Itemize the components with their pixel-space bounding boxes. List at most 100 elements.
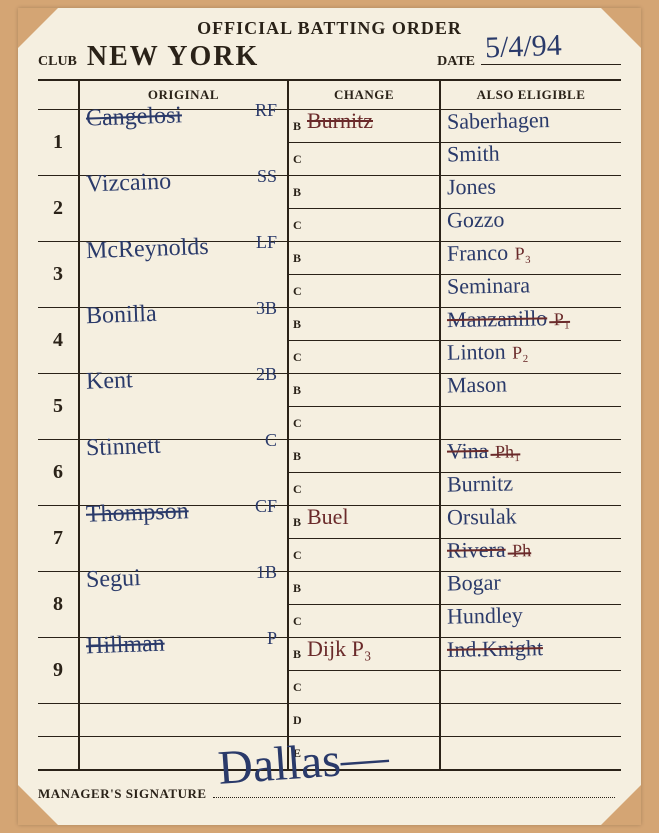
sub-label: B [293,383,307,398]
eligible-cell: Linton P₂ [440,341,621,374]
sub-label: C [293,416,307,431]
eligible-text: Ind.Knight [447,635,543,663]
player-name: Thompson [86,498,190,529]
player-name: Kent [86,367,134,396]
batting-order-number: 9 [38,638,79,704]
eligible-cell: Rivera Ph [440,539,621,572]
table-row: 2VizcainoSSBJones [38,176,621,209]
eligible-cell: Franco P₃ [440,242,621,275]
eligible-text: Burnitz [447,470,513,497]
table-row: 5Kent2BBMason [38,374,621,407]
signature-label: MANAGER'S SIGNATURE [38,786,207,802]
eligible-cell: Gozzo [440,209,621,242]
change-cell: C [288,605,440,638]
eligible-cell: Manzanillo P₁ [440,308,621,341]
eligible-text: Franco P₃ [447,239,531,266]
table-row: 6StinnettCBVina Ph₁ [38,440,621,473]
table-row: 1CangelosiRFBBurnitzSaberhagen [38,110,621,143]
eligible-note: P₂ [508,342,529,362]
sub-label: B [293,185,307,200]
sub-label: C [293,548,307,563]
original-cell [79,704,288,737]
table-row: 9HillmanPBDijk P₃Ind.Knight [38,638,621,671]
batting-order-number: 7 [38,506,79,572]
table-row: 7ThompsonCFBBuelOrsulak [38,506,621,539]
eligible-cell: Hundley [440,605,621,638]
lineup-card: OFFICIAL BATTING ORDER CLUB NEW YORK DAT… [18,8,641,825]
position: P [267,628,277,649]
eligible-cell: Seminara [440,275,621,308]
change-cell: B [288,440,440,473]
eligible-text: Smith [447,141,500,168]
date-field: 5/4/94 [481,42,621,65]
lineup-table: ORIGINAL CHANGE ALSO ELIGIBLE 1Cangelosi… [38,81,621,771]
batting-order-number: 8 [38,572,79,638]
player-name: Bonilla [86,301,158,330]
club-label: CLUB [38,54,77,70]
change-cell: BDijk P₃ [288,638,440,671]
eligible-note: P₃ [510,243,531,263]
change-cell: C [288,407,440,440]
eligible-note: Ph₁ [490,441,520,462]
eligible-text: Rivera Ph [447,536,532,563]
sub-label: B [293,317,307,332]
change-cell: B [288,242,440,275]
eligible-text: Seminara [447,272,531,299]
eligible-text: Orsulak [447,503,517,530]
eligible-cell [440,704,621,737]
eligible-cell: Smith [440,143,621,176]
sub-label: D [293,713,307,728]
batting-order-number: 5 [38,374,79,440]
player-name: Stinnett [86,433,162,463]
table-row: 3McReynoldsLFBFranco P₃ [38,242,621,275]
change-cell: C [288,143,440,176]
header-row: CLUB NEW YORK DATE 5/4/94 [18,39,641,73]
eligible-text: Gozzo [447,207,505,234]
player-name: Cangelosi [86,102,183,132]
change-cell: BBuel [288,506,440,539]
sub-label: C [293,614,307,629]
sub-label: B [293,515,307,530]
position: SS [257,166,277,187]
eligible-cell: Vina Ph₁ [440,440,621,473]
table-row: 4Bonilla3BBManzanillo P₁ [38,308,621,341]
sub-label: C [293,152,307,167]
eligible-text: Linton P₂ [447,338,529,365]
eligible-cell: Saberhagen [440,110,621,143]
change-cell: C [288,209,440,242]
sub-label: C [293,482,307,497]
change-cell: C [288,341,440,374]
eligible-text: Vina Ph₁ [447,437,521,464]
eligible-text: Hundley [447,602,523,629]
eligible-cell [440,407,621,440]
table-row: D [38,704,621,737]
position: 2B [256,364,277,385]
batting-order-number: 4 [38,308,79,374]
eligible-cell: Jones [440,176,621,209]
sub-label: C [293,284,307,299]
change-cell: B [288,572,440,605]
eligible-cell [440,671,621,704]
sub-label: C [293,218,307,233]
batting-order-number: 1 [38,110,79,176]
batting-order-number: 6 [38,440,79,506]
eligible-cell: Bogar [440,572,621,605]
change-cell: B [288,374,440,407]
sub-label: B [293,581,307,596]
original-cell: HillmanP [79,638,288,704]
col-eligible: ALSO ELIGIBLE [440,81,621,110]
eligible-cell: Mason [440,374,621,407]
batting-order-number: 2 [38,176,79,242]
player-name: Hillman [86,631,166,661]
eligible-text: Jones [447,174,496,201]
position: LF [256,232,277,253]
sub-label: B [293,251,307,266]
change-text: Buel [307,504,349,530]
player-name: Segui [86,565,142,594]
change-cell: B [288,308,440,341]
lineup-table-wrap: ORIGINAL CHANGE ALSO ELIGIBLE 1Cangelosi… [38,79,621,771]
signature-row: MANAGER'S SIGNATURE Dallas— [18,771,641,802]
eligible-cell: Ind.Knight [440,638,621,671]
sub-label: B [293,449,307,464]
original-cell: Segui1B [79,572,288,638]
